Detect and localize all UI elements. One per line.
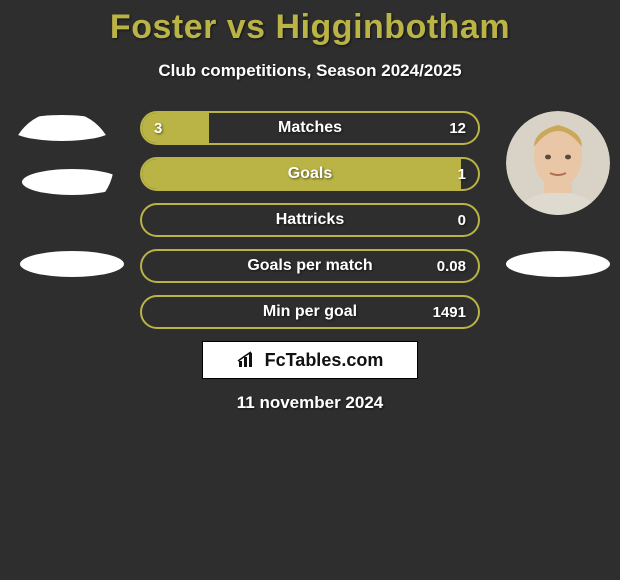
stat-bars: 3 Matches 12 Goals 1 Hattricks 0 Goals p… (140, 111, 480, 329)
stat-bar-fill (142, 113, 209, 143)
brand-text: FcTables.com (265, 350, 384, 371)
stat-label: Min per goal (142, 297, 478, 327)
chart-icon (237, 351, 259, 369)
player-left-club-badge (20, 251, 124, 277)
stat-bar-fill (142, 159, 461, 189)
brand-badge: FcTables.com (202, 341, 418, 379)
stat-bar-hattricks: Hattricks 0 (140, 203, 480, 237)
stat-bar-goals: Goals 1 (140, 157, 480, 191)
player-right-club-badge (506, 251, 610, 277)
player-right-avatar (506, 111, 610, 215)
stat-right-value: 0 (458, 205, 466, 235)
comparison-panel: 3 Matches 12 Goals 1 Hattricks 0 Goals p… (0, 111, 620, 413)
date-text: 11 november 2024 (0, 393, 620, 413)
stat-right-value: 1491 (433, 297, 466, 327)
stat-right-value: 0.08 (437, 251, 466, 281)
stat-bar-matches: 3 Matches 12 (140, 111, 480, 145)
page-title: Foster vs Higginbotham (0, 0, 620, 47)
subtitle: Club competitions, Season 2024/2025 (0, 61, 620, 81)
stat-bar-goals-per-match: Goals per match 0.08 (140, 249, 480, 283)
stat-label: Goals per match (142, 251, 478, 281)
stat-label: Hattricks (142, 205, 478, 235)
stat-bar-min-per-goal: Min per goal 1491 (140, 295, 480, 329)
stat-right-value: 12 (449, 113, 466, 143)
player-left-avatar (10, 111, 114, 215)
